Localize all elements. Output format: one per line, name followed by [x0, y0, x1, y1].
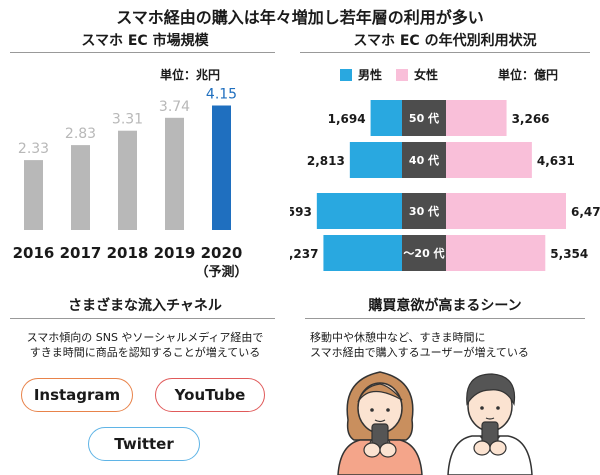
age-band-3 [402, 235, 446, 271]
woman-with-phone-icon [337, 371, 423, 475]
legend-male-label: 男性 [358, 68, 383, 82]
female-value-2: 6,471 [571, 205, 600, 219]
age-label-3: 〜20 代 [403, 246, 444, 260]
channels-heading: さまざまな流入チャネル [68, 298, 222, 314]
market-size-heading: スマホ EC 市場規模 [81, 33, 209, 49]
age-usage-chart: 50 代 1,694 3,266 40 代 2,813 4,631 30 代 4,593 6,4… [290, 100, 600, 271]
value-label-2017: 2.83 [65, 126, 96, 142]
male-value-0: 1,694 [328, 112, 366, 126]
age-label-0: 50 代 [409, 111, 439, 125]
instagram-pill: Instagram [21, 378, 133, 412]
age-band-2 [402, 193, 446, 229]
age-band-1 [402, 142, 446, 178]
x-tick-2018: 2018 [107, 244, 149, 262]
channels-desc-line1: スマホ傾向の SNS やソーシャルメディア経由で [26, 331, 264, 344]
age-label-1: 40 代 [409, 153, 439, 167]
x-tick-2019: 2019 [154, 244, 196, 262]
x-sublabel-2020: （予測） [195, 264, 247, 280]
legend-male-swatch [340, 68, 352, 81]
scenes-desc-line1: 移動中や休憩中など、すきま時間に [310, 331, 486, 344]
legend-female-swatch [396, 68, 409, 81]
female-bar-2 [446, 193, 566, 229]
age-usage-unit: 単位：億円 [498, 68, 559, 82]
channels-description: スマホ傾向の SNS やソーシャルメディア経由で すきま時間に商品を認知すること… [0, 330, 290, 360]
bar-2018 [118, 130, 137, 230]
male-bar-1 [349, 142, 402, 178]
female-bar-3 [446, 235, 546, 271]
x-tick-2020: 2020 [201, 244, 243, 262]
female-value-3: 5,354 [550, 247, 588, 261]
twitter-pill: Twitter [88, 427, 200, 461]
legend-female-label: 女性 [414, 68, 439, 82]
x-tick-2017: 2017 [60, 244, 102, 262]
scenes-divider [305, 318, 585, 319]
channels-desc-line2: すきま時間に商品を認知することが増えている [29, 346, 261, 359]
male-value-1: 2,813 [307, 154, 345, 168]
market-size-unit: 単位：兆円 [160, 68, 221, 82]
male-value-3: 4,237 [290, 247, 318, 261]
age-usage-divider [300, 52, 590, 53]
male-value-2: 4,593 [290, 205, 312, 219]
youtube-pill: YouTube [155, 378, 265, 412]
female-bar-1 [446, 142, 532, 178]
x-tick-2016: 2016 [13, 244, 55, 262]
bar-2017 [71, 145, 90, 230]
value-label-2019: 3.74 [159, 99, 190, 115]
market-size-chart: 2.33 2016 2.83 2017 3.31 2018 3.74 2019 4.15 2020… [13, 87, 248, 281]
page-title: スマホ経由の購入は年々増加し若年層の利用が多い [116, 8, 484, 27]
value-label-2020: 4.15 [206, 87, 237, 103]
man-with-phone-icon [447, 373, 533, 475]
male-bar-2 [316, 193, 402, 229]
bar-2016 [24, 160, 43, 230]
channels-divider [10, 318, 275, 319]
age-usage-heading: スマホ EC の年代別利用状況 [353, 33, 537, 49]
market-size-divider [10, 52, 275, 53]
value-label-2018: 3.31 [112, 112, 143, 128]
age-usage-legend: 男性 女性 [340, 66, 438, 83]
female-value-1: 4,631 [537, 154, 575, 168]
scenes-description: 移動中や休憩中など、すきま時間に スマホ経由で購入するユーザーが増えている [300, 330, 590, 360]
age-band-0 [402, 100, 446, 136]
female-value-0: 3,266 [512, 112, 550, 126]
male-bar-0 [370, 100, 402, 136]
age-label-2: 30 代 [409, 204, 439, 218]
bar-2019 [165, 117, 184, 230]
value-label-2016: 2.33 [18, 141, 49, 157]
bar-2020 [212, 105, 231, 230]
scenes-desc-line2: スマホ経由で購入するユーザーが増えている [310, 346, 529, 359]
scenes-heading: 購買意欲が高まるシーン [368, 298, 522, 314]
male-bar-3 [323, 235, 402, 271]
female-bar-0 [446, 100, 507, 136]
